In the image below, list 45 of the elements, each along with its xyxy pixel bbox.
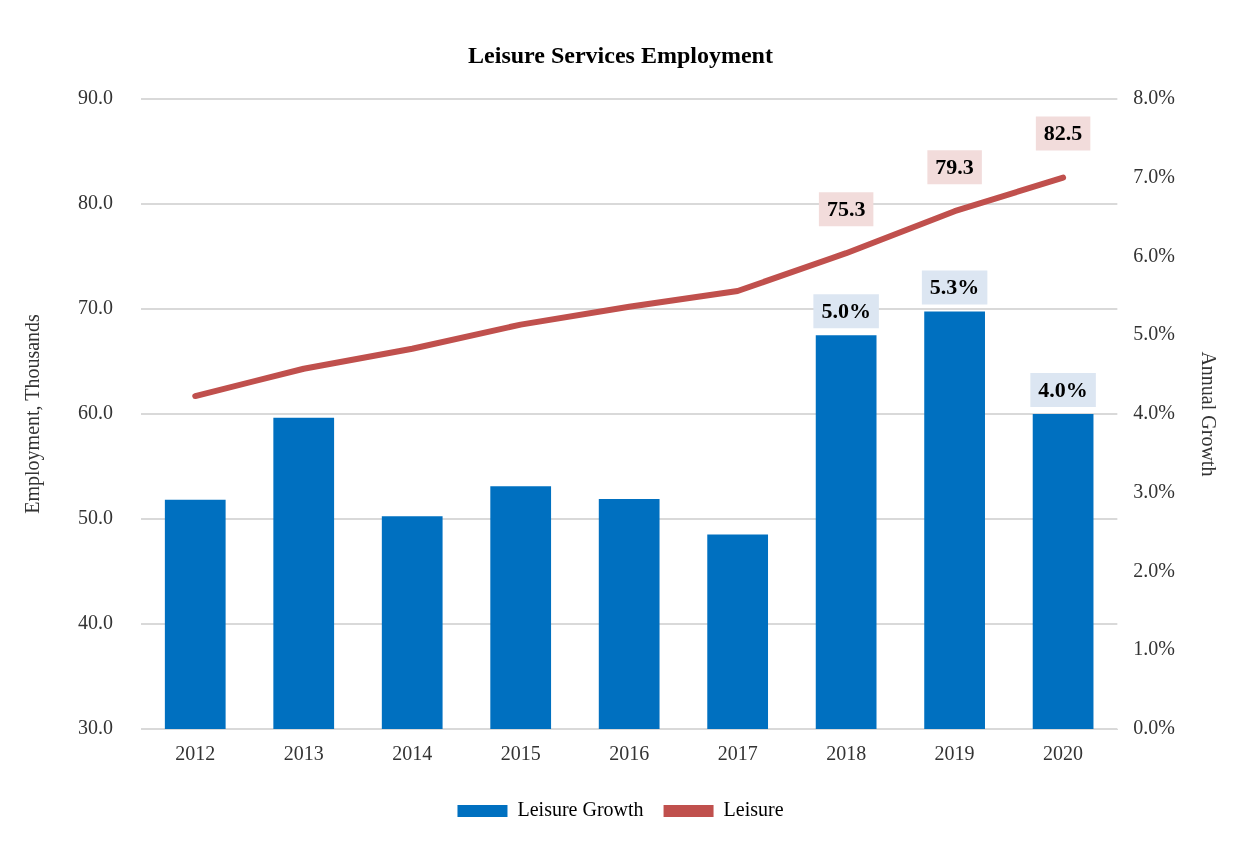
y-axis-title: Employment, Thousands (21, 313, 45, 514)
x-tick-label: 2019 (934, 742, 975, 765)
bar (164, 499, 226, 729)
y2-tick-label: 8.0% (1133, 86, 1176, 109)
data-label: 75.3 (826, 195, 866, 221)
y2-tick-label: 1.0% (1133, 637, 1176, 660)
x-tick-label: 2020 (1043, 742, 1084, 765)
y2-tick-label: 4.0% (1133, 401, 1176, 424)
x-tick-label: 2014 (392, 742, 433, 765)
x-tick-label: 2012 (175, 742, 216, 765)
y2-tick-label: 6.0% (1133, 243, 1176, 266)
bar (1032, 413, 1094, 729)
y-tick-label: 40.0 (78, 611, 113, 634)
y2-tick-label: 5.0% (1133, 322, 1176, 345)
x-tick-label: 2015 (500, 742, 541, 765)
data-label: 79.3 (935, 153, 974, 179)
y-tick-label: 30.0 (78, 716, 113, 739)
legend-label: Leisure Growth (517, 798, 644, 821)
legend-label: Leisure (723, 798, 784, 821)
y2-tick-label: 3.0% (1133, 479, 1176, 502)
x-tick-label: 2017 (717, 742, 758, 765)
bar (490, 486, 552, 729)
x-tick-label: 2016 (609, 742, 650, 765)
y2-tick-label: 7.0% (1133, 164, 1176, 187)
data-label: 82.5 (1043, 120, 1083, 146)
y-tick-label: 70.0 (78, 296, 113, 319)
bar (815, 335, 877, 729)
y2-tick-label: 2.0% (1133, 558, 1176, 581)
data-label: 4.0% (1038, 376, 1088, 402)
bar (924, 311, 985, 729)
x-tick-label: 2018 (826, 742, 867, 765)
y2-tick-label: 0.0% (1133, 716, 1176, 739)
y-tick-label: 50.0 (78, 506, 113, 529)
chart-title: Leisure Services Employment (468, 41, 773, 68)
y-tick-label: 90.0 (78, 86, 113, 109)
y-tick-label: 60.0 (78, 401, 113, 424)
bar (381, 516, 443, 729)
bar (598, 498, 660, 729)
data-label: 5.3% (929, 274, 980, 300)
data-label: 5.0% (821, 297, 871, 323)
bar (273, 417, 335, 729)
y-tick-label: 80.0 (78, 191, 113, 214)
bar (707, 534, 769, 729)
y2-axis-title: Annual Growth (1197, 351, 1220, 477)
x-tick-label: 2013 (283, 742, 324, 765)
